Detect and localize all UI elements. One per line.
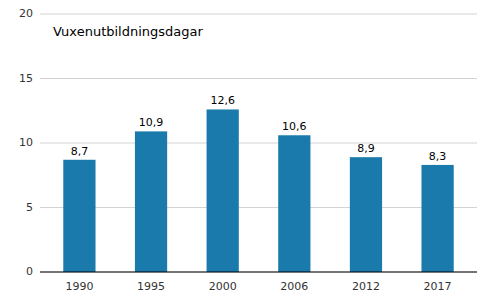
x-tick-label: 1995: [137, 280, 165, 293]
x-tick-label: 2006: [280, 280, 308, 293]
grid-line: [40, 272, 477, 273]
x-tick-label: 2000: [209, 280, 237, 293]
grid-line: [40, 207, 477, 208]
y-tick-label: 0: [26, 265, 33, 278]
y-tick-label: 15: [19, 72, 33, 85]
bar: [207, 109, 239, 272]
grid-line: [40, 14, 477, 15]
data-label: 8,9: [357, 142, 375, 155]
x-tick-label: 2017: [424, 280, 452, 293]
bars: [63, 109, 453, 272]
data-label: 8,7: [71, 145, 89, 158]
data-label: 10,9: [139, 116, 164, 129]
x-tick-label: 1990: [65, 280, 93, 293]
chart-container: 0 5 10 15 20 8,7 10,9 12,6 10,6 8,9 8,3 1990 1995 200…: [0, 0, 491, 302]
bar: [278, 135, 310, 272]
bar: [135, 131, 167, 272]
bar: [350, 157, 382, 272]
grid: [40, 14, 477, 272]
grid-line: [40, 143, 477, 144]
title: Vuxenutbildningsdagar: [53, 24, 203, 39]
data-label: 8,3: [429, 150, 447, 163]
grid-line: [40, 78, 477, 79]
data-label: 10,6: [282, 120, 307, 133]
x-tick-label: 2012: [352, 280, 380, 293]
y-tick-label: 20: [19, 7, 33, 20]
bar: [63, 160, 95, 272]
x-axis-line: [40, 272, 477, 273]
y-tick-label: 5: [26, 201, 33, 214]
chart: 0 5 10 15 20 8,7 10,9 12,6 10,6 8,9 8,3 1990 1995 200…: [0, 0, 491, 302]
y-tick-label: 10: [19, 136, 33, 149]
data-label: 12,6: [210, 94, 235, 107]
bar: [421, 165, 453, 272]
